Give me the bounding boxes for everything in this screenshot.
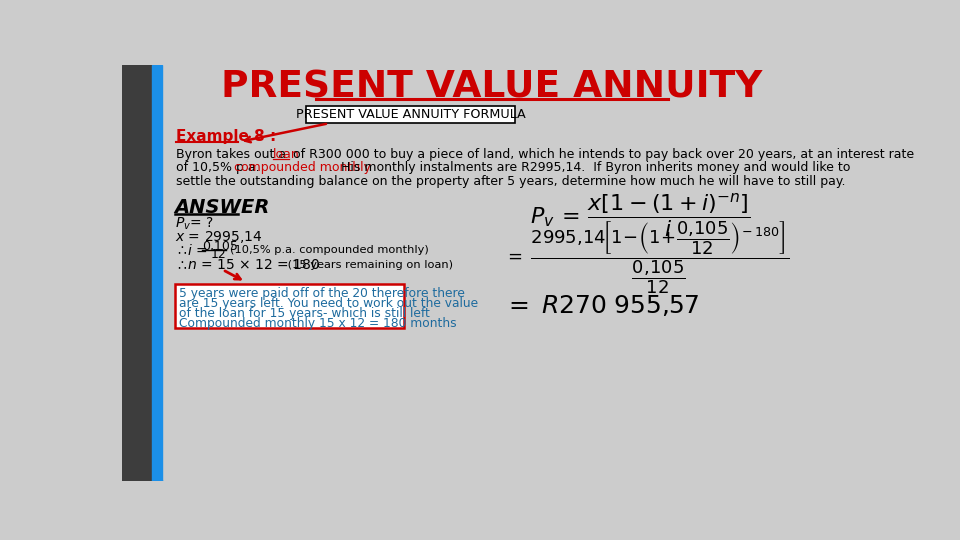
Text: (10,5% p.a. compounded monthly): (10,5% p.a. compounded monthly) bbox=[230, 245, 429, 255]
Text: $\therefore$: $\therefore$ bbox=[175, 258, 187, 272]
Text: of 10,5% p.a.: of 10,5% p.a. bbox=[177, 161, 264, 174]
Text: loan: loan bbox=[274, 148, 300, 161]
Text: 12: 12 bbox=[211, 248, 227, 261]
Text: $P_v$= ?: $P_v$= ? bbox=[175, 216, 214, 232]
Text: $x$ = 2995,14: $x$ = 2995,14 bbox=[175, 230, 262, 245]
Text: ANSWER: ANSWER bbox=[175, 198, 270, 217]
Polygon shape bbox=[152, 65, 162, 481]
Text: $i$ =: $i$ = bbox=[187, 243, 207, 258]
Text: of R300 000 to buy a piece of land, which he intends to pay back over 20 years, : of R300 000 to buy a piece of land, whic… bbox=[290, 148, 915, 161]
Text: PRESENT VALUE ANNUITY FORMULA: PRESENT VALUE ANNUITY FORMULA bbox=[296, 109, 525, 122]
Polygon shape bbox=[162, 481, 242, 540]
Text: Byron takes out a: Byron takes out a bbox=[177, 148, 291, 161]
Text: (15 years remaining on loan): (15 years remaining on loan) bbox=[284, 260, 453, 270]
Bar bbox=[175, 284, 404, 328]
Text: $=\;R270\;955{,}57$: $=\;R270\;955{,}57$ bbox=[504, 293, 698, 318]
Text: PRESENT VALUE ANNUITY: PRESENT VALUE ANNUITY bbox=[222, 70, 762, 106]
Text: .  His monthly instalments are R2995,14.  If Byron inherits money and would like: . His monthly instalments are R2995,14. … bbox=[328, 161, 851, 174]
Text: compounded monthly: compounded monthly bbox=[234, 161, 372, 174]
Text: $=\;\dfrac{2995{,}14\!\left[1\!-\!\left(1\!+\!\dfrac{0{,}105}{12}\right)^{\!-180: $=\;\dfrac{2995{,}14\!\left[1\!-\!\left(… bbox=[504, 219, 789, 296]
Text: $n$ = 15 $\times$ 12 = 180: $n$ = 15 $\times$ 12 = 180 bbox=[187, 258, 320, 272]
Text: Compounded monthly 15 x 12 = 180 months: Compounded monthly 15 x 12 = 180 months bbox=[180, 317, 457, 330]
FancyBboxPatch shape bbox=[305, 106, 516, 123]
Text: of the loan for 15 years- which is still left: of the loan for 15 years- which is still… bbox=[180, 307, 430, 320]
Text: $\therefore$: $\therefore$ bbox=[175, 244, 187, 258]
Text: Example 8 :: Example 8 : bbox=[177, 129, 276, 144]
Text: $P_v\,=\,\dfrac{x[1-(1+i)^{-n}]}{i}$: $P_v\,=\,\dfrac{x[1-(1+i)^{-n}]}{i}$ bbox=[531, 191, 751, 239]
Text: 0,105: 0,105 bbox=[203, 240, 238, 253]
Text: 5 years were paid off of the 20 therefore there: 5 years were paid off of the 20 therefor… bbox=[180, 287, 466, 300]
Bar bbox=[123, 65, 152, 481]
Text: are 15 years left. You need to work out the value: are 15 years left. You need to work out … bbox=[180, 297, 478, 310]
Text: settle the outstanding balance on the property after 5 years, determine how much: settle the outstanding balance on the pr… bbox=[177, 174, 846, 187]
